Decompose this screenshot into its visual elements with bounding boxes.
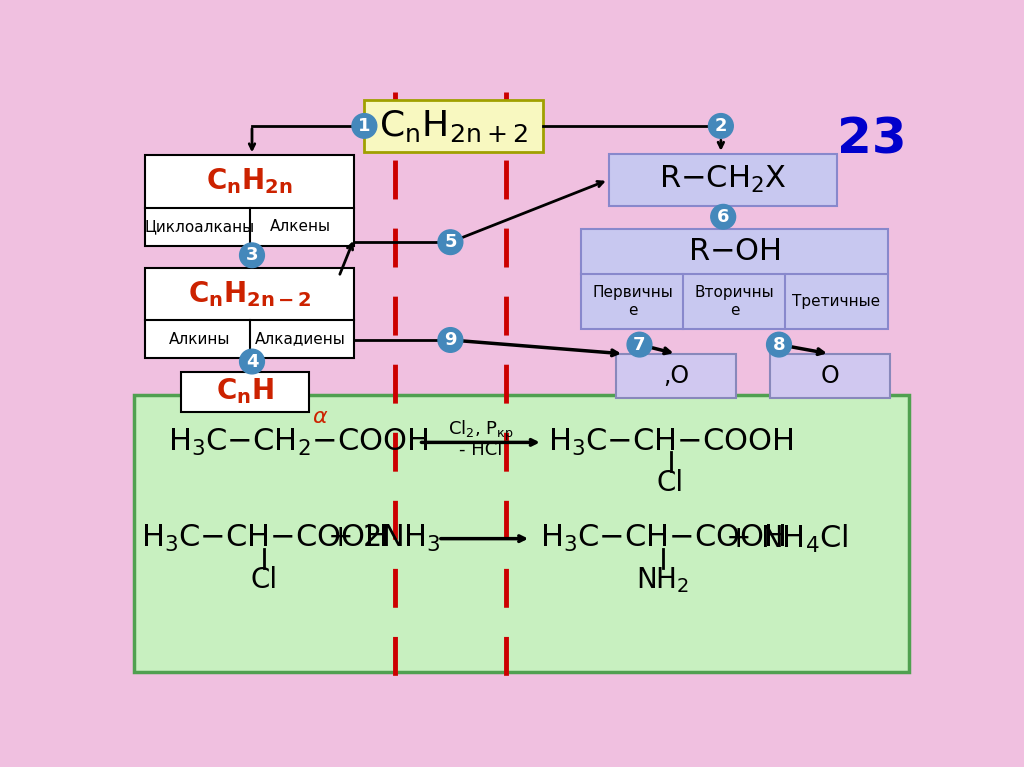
Text: 9: 9 bbox=[444, 331, 457, 349]
Text: 4: 4 bbox=[246, 353, 258, 370]
Text: Алкены: Алкены bbox=[269, 219, 331, 234]
Text: 7: 7 bbox=[633, 336, 646, 354]
FancyBboxPatch shape bbox=[145, 155, 354, 246]
Text: $\alpha$: $\alpha$ bbox=[312, 407, 329, 427]
Text: H$_3$C$-$CH$-$COOH: H$_3$C$-$CH$-$COOH bbox=[141, 523, 386, 555]
Text: 23: 23 bbox=[838, 115, 907, 163]
Text: $\mathregular{C_nH_{2n}}$: $\mathregular{C_nH_{2n}}$ bbox=[207, 166, 293, 196]
FancyBboxPatch shape bbox=[608, 153, 838, 206]
Text: 1: 1 bbox=[358, 117, 371, 135]
Circle shape bbox=[352, 114, 377, 138]
Text: ,O: ,O bbox=[664, 364, 689, 388]
Text: 8: 8 bbox=[773, 336, 785, 354]
Text: Алкадиены: Алкадиены bbox=[255, 331, 345, 347]
Text: 6: 6 bbox=[717, 208, 729, 225]
Text: + NH$_4$Cl: + NH$_4$Cl bbox=[725, 522, 849, 555]
Text: NH$_2$: NH$_2$ bbox=[636, 565, 689, 595]
Text: Циклоалканы: Циклоалканы bbox=[144, 219, 255, 234]
Text: O: O bbox=[820, 364, 839, 388]
Text: 5: 5 bbox=[444, 233, 457, 251]
Text: Вторичны
е: Вторичны е bbox=[694, 285, 774, 318]
Text: 2: 2 bbox=[715, 117, 727, 135]
FancyBboxPatch shape bbox=[134, 395, 909, 672]
Text: R$-$CH$_2$X: R$-$CH$_2$X bbox=[659, 164, 786, 196]
Text: $\mathregular{C_nH_{2n-2}}$: $\mathregular{C_nH_{2n-2}}$ bbox=[187, 279, 311, 308]
Text: Cl: Cl bbox=[657, 469, 684, 497]
FancyBboxPatch shape bbox=[365, 100, 543, 152]
Text: H$_3$C$-$CH$_2$$-$COOH: H$_3$C$-$CH$_2$$-$COOH bbox=[168, 427, 429, 458]
Text: + 2NH$_3$: + 2NH$_3$ bbox=[327, 523, 440, 555]
Circle shape bbox=[438, 230, 463, 255]
Text: R$-$OH: R$-$OH bbox=[688, 237, 781, 266]
Circle shape bbox=[438, 328, 463, 352]
Text: $\mathregular{C_nH}$: $\mathregular{C_nH}$ bbox=[216, 377, 273, 407]
Text: Cl: Cl bbox=[250, 566, 278, 594]
Text: Первичны
е: Первичны е bbox=[592, 285, 673, 318]
Circle shape bbox=[627, 332, 652, 357]
Text: Третичные: Третичные bbox=[793, 294, 881, 309]
FancyBboxPatch shape bbox=[128, 92, 922, 683]
FancyBboxPatch shape bbox=[770, 354, 890, 399]
Text: $\mathregular{C_nH_{2n+2}}$: $\mathregular{C_nH_{2n+2}}$ bbox=[379, 108, 528, 144]
Text: H$_3$C$-$CH$-$COOH: H$_3$C$-$CH$-$COOH bbox=[548, 427, 794, 458]
Circle shape bbox=[240, 349, 264, 374]
Text: H$_3$C$-$CH$-$COOH: H$_3$C$-$CH$-$COOH bbox=[540, 523, 785, 555]
Circle shape bbox=[709, 114, 733, 138]
FancyBboxPatch shape bbox=[145, 268, 354, 358]
FancyBboxPatch shape bbox=[616, 354, 736, 399]
Text: - HCl: - HCl bbox=[459, 441, 503, 459]
FancyBboxPatch shape bbox=[582, 229, 888, 329]
Circle shape bbox=[711, 205, 735, 229]
Circle shape bbox=[240, 243, 264, 268]
Text: Алкины: Алкины bbox=[169, 331, 230, 347]
FancyBboxPatch shape bbox=[180, 371, 308, 412]
Text: Cl$_2$, P$_{\mathregular{кр}}$: Cl$_2$, P$_{\mathregular{кр}}$ bbox=[447, 419, 513, 443]
Circle shape bbox=[767, 332, 792, 357]
Text: 3: 3 bbox=[246, 246, 258, 265]
